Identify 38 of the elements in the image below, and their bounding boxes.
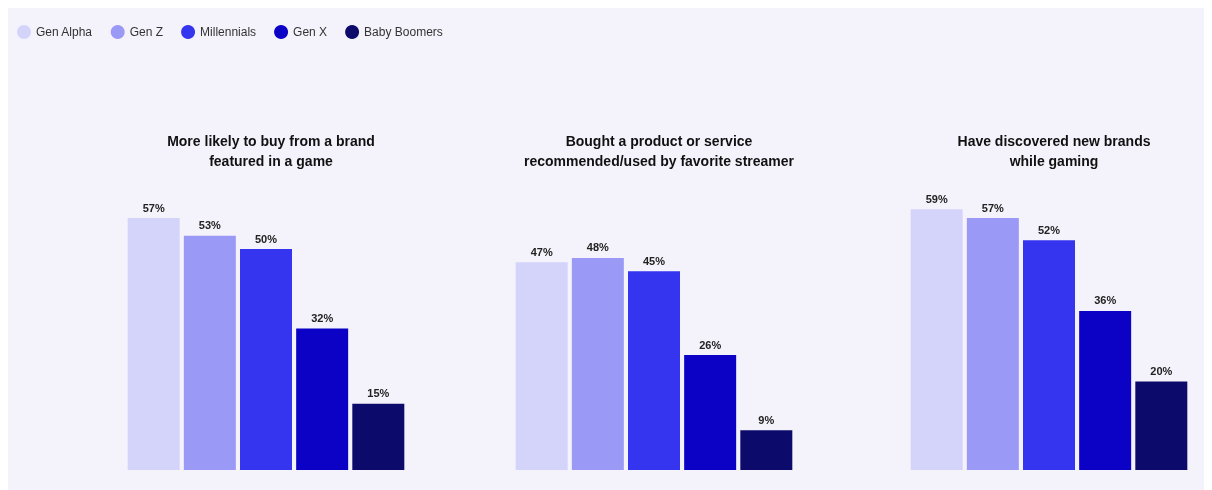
data-label: 48%: [586, 241, 610, 254]
data-label: 36%: [1094, 294, 1117, 307]
bar: [127, 218, 180, 470]
data-label: 26%: [699, 338, 722, 351]
bar: [684, 355, 737, 470]
legend-label: Gen Alpha: [36, 25, 93, 39]
legend-label: Gen X: [293, 25, 328, 39]
chart-title: Have discovered new brands while gaming: [957, 133, 1151, 169]
bar: [240, 249, 292, 470]
data-label: 52%: [1037, 223, 1061, 236]
bar: [910, 209, 963, 470]
bar: [628, 271, 680, 470]
bar: [740, 430, 793, 470]
bar: [966, 218, 1019, 470]
chart-title: Bought a product or service recommended/used by favorite streamer: [524, 133, 795, 169]
chart-title: More likely to buy from a brand featured in a game: [167, 133, 375, 169]
bar: [515, 262, 568, 470]
bar: [571, 257, 624, 470]
data-label: 15%: [367, 387, 390, 400]
data-label: 50%: [254, 232, 278, 245]
legend-label: Gen Z: [129, 25, 164, 39]
data-label: 9%: [758, 413, 775, 426]
bar: [296, 328, 349, 470]
data-label: 32%: [311, 312, 334, 325]
bar: [352, 403, 405, 470]
data-label: 57%: [142, 201, 165, 214]
data-label: 57%: [981, 201, 1005, 214]
legend-label: Baby Boomers: [364, 25, 443, 39]
bar: [1135, 381, 1188, 470]
data-label: 20%: [1150, 365, 1173, 378]
legend-label: Millennials: [200, 25, 257, 39]
bar: [1079, 310, 1132, 470]
data-label: 59%: [925, 192, 948, 205]
bar: [183, 235, 236, 470]
data-label: 45%: [642, 254, 666, 267]
data-label: 53%: [198, 219, 222, 232]
bar: [1023, 240, 1075, 470]
data-label: 47%: [530, 245, 553, 258]
